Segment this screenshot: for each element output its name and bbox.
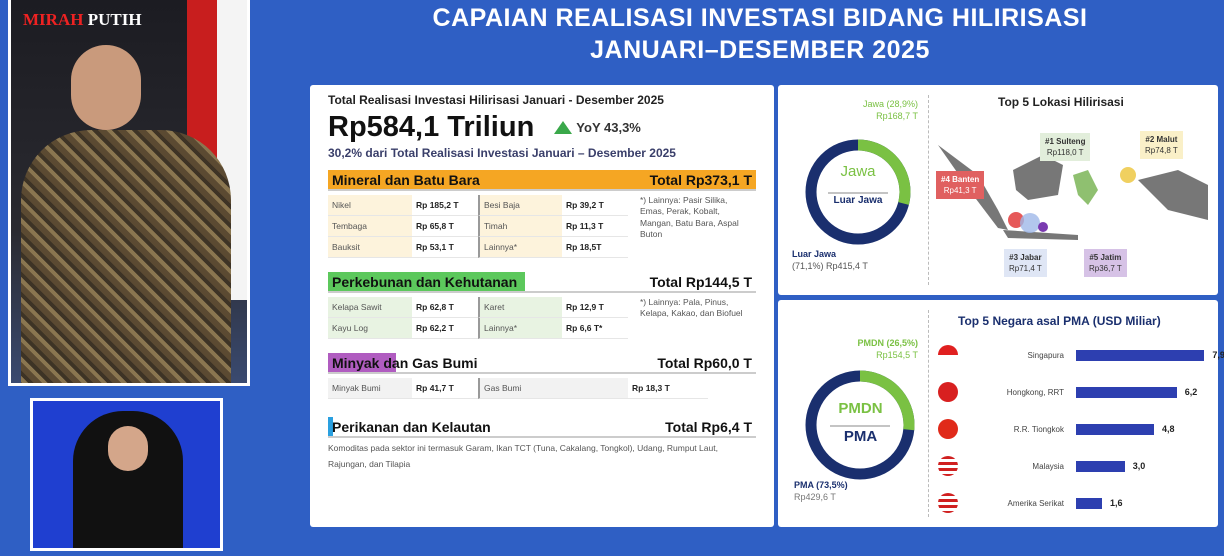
country-name: Hongkong, RRT bbox=[1006, 387, 1064, 397]
jawa-value: Rp168,7 T bbox=[876, 110, 918, 121]
location-jabar: #3 Jabar Rp71,4 T bbox=[1004, 249, 1047, 278]
commodity-value: Rp 53,1 T bbox=[412, 237, 478, 258]
country-flag-icon bbox=[938, 419, 958, 439]
sector-name: Minyak dan Gas Bumi bbox=[332, 355, 478, 371]
share-text: 30,2% dari Total Realisasi Investasi Jan… bbox=[328, 146, 676, 160]
pmdn-value: Rp154,5 T bbox=[876, 349, 918, 360]
speaker-video: MIRAH PUTIH bbox=[8, 0, 250, 386]
sector-total: Total Rp60,0 T bbox=[657, 355, 752, 371]
sector-name: Mineral dan Batu Bara bbox=[332, 172, 480, 188]
donut-center-bottom: Luar Jawa bbox=[833, 195, 883, 206]
speaker bbox=[21, 130, 231, 383]
donut-center-bottom: PMA bbox=[843, 428, 878, 445]
commodity-value: Rp 185,2 T bbox=[412, 195, 478, 216]
commodity-value: Rp 12,9 T bbox=[562, 297, 628, 318]
bar bbox=[1076, 423, 1154, 435]
map-title: Top 5 Lokasi Hilirisasi bbox=[998, 95, 1124, 109]
origin-card: PMDN (26,5%) Rp154,5 T PMDN PMA PMA (73,5… bbox=[778, 300, 1224, 527]
commodity-name: Kayu Log bbox=[328, 318, 412, 339]
commodity-name: Gas Bumi bbox=[478, 378, 628, 399]
location-sulteng: #1 Sulteng Rp118,0 T bbox=[1040, 133, 1091, 162]
bar bbox=[1076, 460, 1125, 472]
commodity-name: Lainnya* bbox=[478, 237, 562, 258]
donut-center-top: Jawa bbox=[840, 163, 876, 180]
pmdn-label: PMDN (26,5%) bbox=[857, 338, 918, 348]
title-line1: CAPAIAN REALISASI INVESTASI BIDANG HILIR… bbox=[432, 4, 1088, 32]
luar-jawa-label: Luar Jawa bbox=[792, 249, 837, 259]
donut-jawa bbox=[805, 139, 911, 245]
sign-interpreter-face bbox=[108, 426, 148, 471]
bar-value: 3,0 bbox=[1132, 461, 1146, 471]
location-jatim: #5 Jatim Rp36,7 T bbox=[1084, 249, 1127, 278]
sector-note: *) Lainnya: Pala, Pinus, Kelapa, Kakao, … bbox=[640, 297, 743, 319]
bar-chart-title: Top 5 Negara asal PMA (USD Miliar) bbox=[958, 314, 1161, 328]
commodity-value: Rp 41,7 T bbox=[412, 378, 478, 399]
sector-note: *) Lainnya: Pasir Silika, Emas, Perak, K… bbox=[640, 195, 739, 240]
commodity-name: Timah bbox=[478, 216, 562, 237]
country-name: R.R. Tiongkok bbox=[1013, 424, 1064, 434]
bar bbox=[1076, 497, 1102, 509]
country-flag-icon bbox=[938, 493, 958, 513]
pma-value: Rp429,6 T bbox=[794, 491, 836, 502]
sector-table: Kelapa Sawit Rp 62,8 T Karet Rp 12,9 T Kayu … bbox=[328, 297, 628, 339]
commodity-value: Rp 18,5T bbox=[562, 237, 628, 258]
yoy-value: YoY 43,3% bbox=[576, 120, 641, 135]
country-name: Amerika Serikat bbox=[1007, 498, 1064, 508]
location-banten: #4 Banten Rp41,3 T bbox=[936, 171, 985, 200]
sector-total: Total Rp144,5 T bbox=[649, 274, 752, 290]
sector-name: Perikanan dan Kelautan bbox=[332, 419, 491, 435]
jawa-label: Jawa (28,9%) bbox=[862, 99, 918, 109]
sector-table: Nikel Rp 185,2 T Besi Baja Rp 39,2 T Tembaga… bbox=[328, 195, 628, 258]
country-flag-icon bbox=[938, 345, 958, 365]
sector-name: Perkebunan dan Kehutanan bbox=[332, 274, 518, 290]
title-line2: JANUARI–DESEMBER 2025 bbox=[590, 36, 930, 64]
bar-value: 1,6 bbox=[1110, 498, 1123, 508]
jawa-donut bbox=[805, 139, 911, 245]
pmdn-pma-donut bbox=[805, 370, 915, 480]
commodity-name: Nikel bbox=[328, 195, 412, 216]
bar-value: 6,2 bbox=[1184, 387, 1198, 397]
country-flag-icon bbox=[938, 382, 958, 402]
up-triangle-icon bbox=[554, 121, 573, 134]
commodity-name: Minyak Bumi bbox=[328, 378, 412, 399]
speaker-head bbox=[71, 45, 141, 130]
commodity-name: Besi Baja bbox=[478, 195, 562, 216]
commodity-value: Rp 18,3 T bbox=[628, 378, 708, 399]
commodity-value: Rp 39,2 T bbox=[562, 195, 628, 216]
commodity-value: Rp 11,3 T bbox=[562, 216, 628, 237]
bar-value: 7,9 bbox=[1212, 350, 1224, 360]
sign-language-inset bbox=[30, 398, 223, 551]
sector-table: Minyak Bumi Rp 41,7 T Gas Bumi Rp 18,3 T bbox=[328, 378, 708, 399]
donut-center-top: PMDN bbox=[838, 400, 883, 417]
commodity-value: Rp 62,2 T bbox=[412, 318, 478, 339]
pma-label: PMA (73,5%) bbox=[794, 480, 848, 490]
commodity-name: Bauksit bbox=[328, 237, 412, 258]
bar-value: 4,8 bbox=[1162, 424, 1175, 434]
commodity-value: Rp 6,6 T* bbox=[562, 318, 628, 339]
bar bbox=[1076, 349, 1205, 361]
total-value: Rp584,1 Triliun bbox=[328, 111, 535, 143]
country-name: Singapura bbox=[1027, 350, 1064, 360]
commodity-name: Tembaga bbox=[328, 216, 412, 237]
commodity-name: Lainnya* bbox=[478, 318, 562, 339]
sector-total: Total Rp373,1 T bbox=[649, 172, 752, 188]
sector-total: Total Rp6,4 T bbox=[665, 419, 752, 435]
country-name: Malaysia bbox=[1032, 461, 1064, 471]
country-flag-icon bbox=[938, 456, 958, 476]
commodity-value: Rp 65,8 T bbox=[412, 216, 478, 237]
summary-card: Total Realisasi Investasi Hilirisasi Jan… bbox=[310, 85, 774, 527]
broadcast-logo: MIRAH PUTIH bbox=[23, 10, 142, 29]
sector-description: Komoditas pada sektor ini termasuk Garam… bbox=[328, 443, 718, 470]
donut-pmdn bbox=[805, 370, 915, 480]
commodity-name: Karet bbox=[478, 297, 562, 318]
luar-jawa-value: (71,1%) Rp415,4 T bbox=[792, 260, 868, 271]
commodity-value: Rp 62,8 T bbox=[412, 297, 478, 318]
location-card: Jawa (28,9%) Rp168,7 T Jawa Luar Jawa Lua… bbox=[778, 85, 1218, 295]
bar bbox=[1076, 386, 1177, 398]
summary-heading: Total Realisasi Investasi Hilirisasi Jan… bbox=[328, 93, 664, 107]
location-malut: #2 Malut Rp74,8 T bbox=[1140, 131, 1183, 160]
commodity-name: Kelapa Sawit bbox=[328, 297, 412, 318]
